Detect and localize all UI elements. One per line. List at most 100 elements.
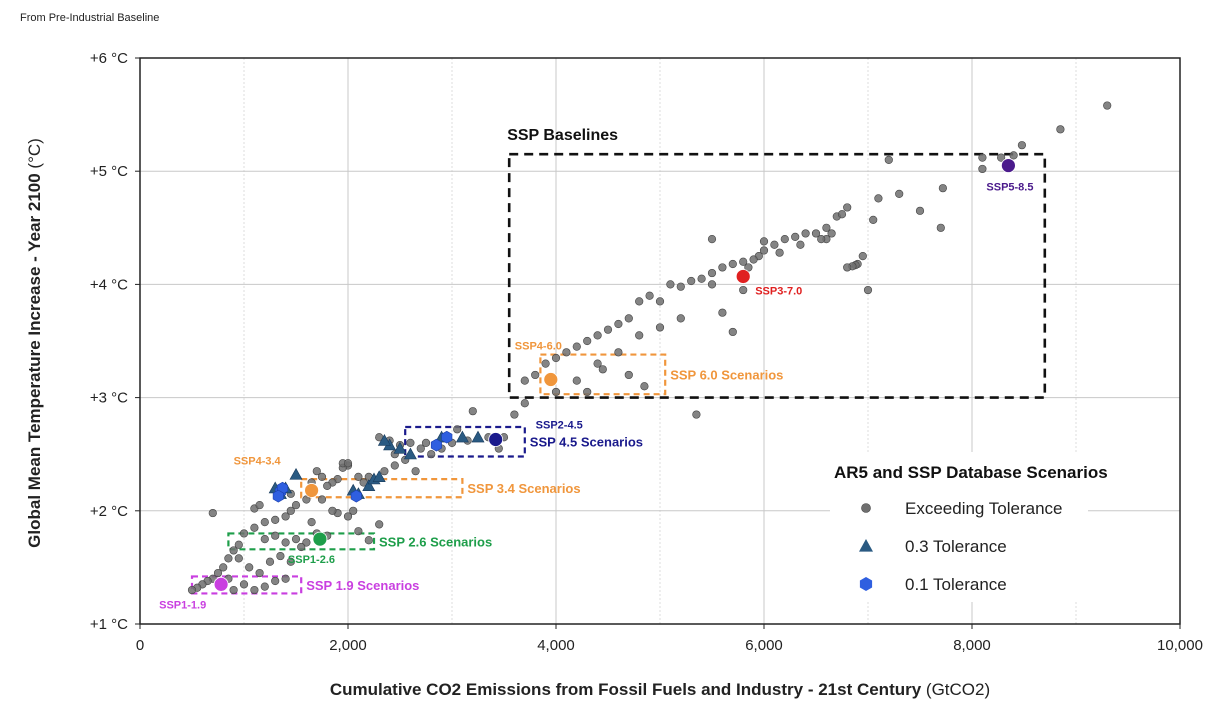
exceeding-tolerance-point (718, 308, 727, 317)
exceeding-tolerance-point (915, 206, 925, 215)
exceeding-tolerance-point (250, 523, 259, 532)
ssp-markers: SSP5-8.5 SSP3-7.0 SSP4-6.0 SSP2-4.5 SSP4-3.4… (159, 158, 1033, 611)
ssp-marker (1001, 158, 1016, 173)
exceeding-tolerance-point (759, 246, 769, 255)
exceeding-tolerance-point (1009, 151, 1018, 160)
exceeding-tolerance-point (255, 568, 264, 578)
y-axis-label: Global Mean Temperature Increase - Year … (25, 138, 44, 548)
exceeding-tolerance-point (286, 506, 295, 515)
ssp-marker-label: SSP3-7.0 (755, 285, 802, 297)
exceeding-tolerance-point (749, 255, 758, 264)
exceeding-tolerance-point (593, 331, 602, 340)
exceeding-tolerance-point (271, 515, 280, 524)
exceeding-tolerance-point (219, 563, 228, 572)
exceeding-tolerance-point (583, 336, 592, 346)
ssp-marker (735, 269, 751, 284)
plot-frame (139, 57, 1181, 625)
baseline-note: From Pre-Industrial Baseline (20, 12, 160, 24)
y-tick-label: +3 °C (90, 390, 128, 407)
exceeding-tolerance-point (562, 348, 571, 357)
exceeding-tolerance-point (739, 257, 748, 266)
scenario-box (404, 425, 526, 458)
legend-hexagon-icon (859, 577, 873, 591)
exceeding-tolerance-point (271, 531, 280, 540)
exceeding-tolerance-point (255, 501, 264, 510)
y-tick-label: +2 °C (90, 503, 128, 520)
tolerance-0-3-point (377, 433, 391, 446)
exceeding-tolerance-point (291, 534, 301, 544)
exceeding-tolerance-point (572, 376, 581, 385)
exceeding-tolerance-point (276, 551, 285, 561)
exceeding-tolerance-point (655, 323, 665, 332)
exceeding-tolerance-point (640, 382, 649, 391)
exceeding-tolerance-point (666, 280, 675, 289)
exceeding-tolerance-point (317, 472, 327, 481)
exceeding-tolerance-point (323, 481, 332, 490)
tolerance-0-1-point (272, 489, 284, 503)
scenario-box (539, 353, 667, 396)
exceeding-tolerance-point (1017, 141, 1027, 150)
exceeding-tolerance-point (224, 554, 233, 563)
exceeding-tolerance-point (510, 410, 519, 419)
exceeding-tolerance-point (250, 585, 259, 595)
exceeding-tolerance-point (655, 297, 665, 306)
tolerance-0-1-point (441, 430, 453, 444)
scenario-box (507, 152, 1047, 399)
exceeding-tolerance-point (551, 353, 561, 363)
tolerance-0-3-point (372, 470, 386, 482)
exceeding-tolerance-point (541, 359, 550, 368)
y-axis-title: Global Mean Temperature Increase - Year … (25, 169, 44, 548)
legend-title: AR5 and SSP Database Scenarios (834, 463, 1108, 482)
ssp-marker (312, 531, 328, 547)
exceeding-tolerance-point (614, 319, 623, 329)
ssp-marker (213, 576, 229, 592)
exceeding-tolerance-point (260, 534, 269, 544)
exceeding-tolerance-point (707, 235, 717, 244)
legend-item-label: Exceeding Tolerance (905, 499, 1063, 518)
exceeding-tolerance-point (614, 348, 623, 357)
exceeding-tolerance-point (827, 229, 836, 238)
exceeding-tolerance-point (390, 461, 399, 470)
ssp-marker-label: SSP4-3.4 (234, 455, 282, 467)
exceeding-tolerance-point (343, 512, 353, 521)
exceeding-tolerance-point (354, 472, 363, 481)
legend-item-label: 0.3 Tolerance (905, 537, 1007, 556)
x-tick-label: 10,000 (1157, 637, 1203, 654)
exceeding-tolerance-point (239, 580, 249, 589)
x-axis-unit: (GtCO2) (926, 680, 990, 699)
tolerance-0-3-point (455, 430, 469, 443)
exceeding-tolerance-point (603, 325, 613, 334)
exceeding-tolerance-point (468, 407, 477, 416)
tolerance-0-3-point (471, 430, 485, 443)
ssp-marker-label: SSP1-2.6 (288, 554, 335, 566)
scenario-label: SSP 6.0 Scenarios (670, 367, 783, 382)
x-tick-label: 6,000 (745, 637, 783, 654)
exceeding-tolerance-point (234, 540, 243, 549)
scenario-label: SSP 1.9 Scenarios (306, 578, 419, 593)
exceeding-tolerance-point (874, 194, 883, 203)
exceeding-tolerance-point (718, 263, 727, 272)
exceeding-tolerance-point (281, 538, 290, 547)
scenario-label: SSP 2.6 Scenarios (379, 534, 492, 549)
legend: AR5 and SSP Database Scenarios Exceeding … (830, 452, 1108, 602)
y-tick-label: +6 °C (90, 50, 128, 67)
exceeding-tolerance-point (780, 235, 789, 244)
legend-circle-icon (861, 503, 871, 513)
exceeding-tolerance-point (707, 280, 717, 289)
exceeding-tolerance-point (453, 425, 462, 434)
tolerance-0-3-point (289, 467, 303, 480)
exceeding-tolerance-point (936, 223, 945, 232)
exceeding-tolerance-point (583, 387, 592, 397)
scenario-box (190, 575, 303, 595)
exceeding-tolerance-point (775, 248, 784, 257)
tolerance-0-3-point (362, 479, 376, 491)
scenario-label: SSP Baselines (507, 127, 618, 144)
ssp-marker-label: SSP5-8.5 (986, 182, 1033, 194)
exceeding-tolerance-point (531, 370, 540, 380)
exceeding-tolerance-point (978, 164, 987, 174)
exceeding-tolerance-point (406, 438, 415, 447)
exceeding-tolerance-point (707, 268, 717, 278)
exceeding-tolerance-point (593, 359, 602, 368)
tolerance-0-1-point (350, 489, 362, 503)
ssp-marker (543, 372, 559, 387)
